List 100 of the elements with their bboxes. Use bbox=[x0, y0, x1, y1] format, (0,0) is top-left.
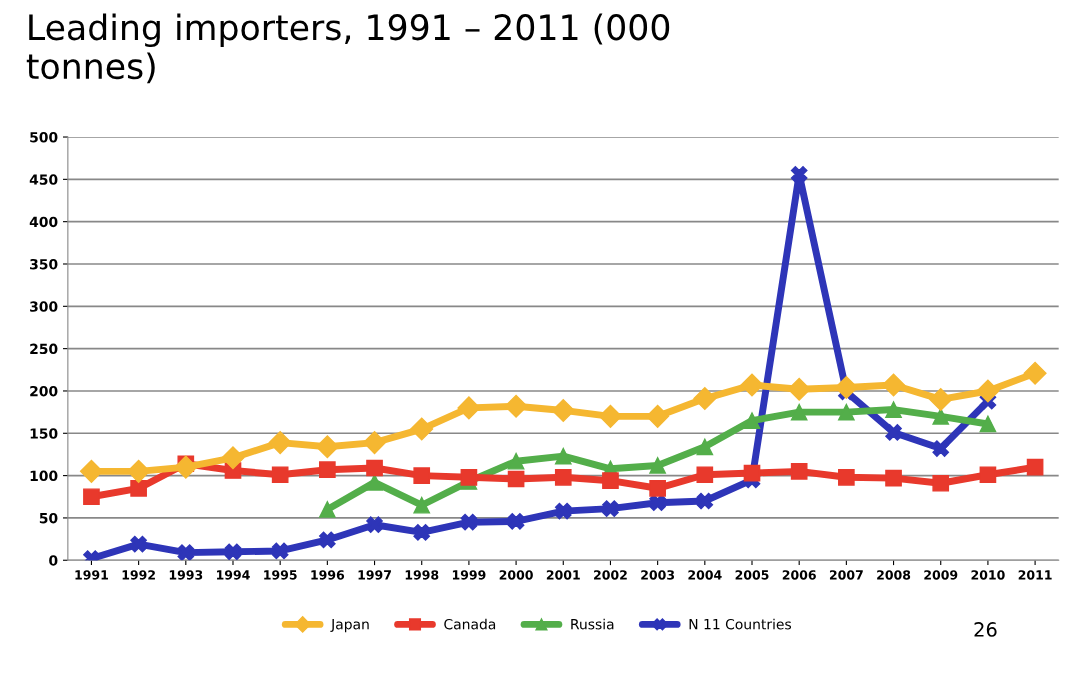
x-tick-label: 1996 bbox=[311, 570, 345, 580]
y-tick-label: 400 bbox=[29, 216, 58, 228]
point bbox=[979, 466, 997, 484]
point bbox=[174, 455, 198, 479]
x-tick-label: 2010 bbox=[971, 570, 1005, 580]
point bbox=[460, 513, 478, 531]
point bbox=[646, 404, 670, 428]
y-tick-label: 250 bbox=[30, 343, 58, 355]
y-tick-label: 150 bbox=[30, 428, 58, 439]
point bbox=[268, 431, 292, 455]
x-tick-label: 1992 bbox=[122, 570, 155, 580]
point bbox=[885, 469, 902, 487]
x-tick-label: 2002 bbox=[594, 570, 627, 580]
x-tick-label: 2005 bbox=[735, 570, 769, 580]
point bbox=[221, 446, 245, 470]
chart-title: Leading importers, 1991 – 2011 (000 tonnes) bbox=[26, 13, 670, 84]
point bbox=[740, 373, 764, 397]
y-tick-label: 300 bbox=[30, 301, 58, 312]
x-tick-label: 2003 bbox=[641, 570, 675, 580]
x-tick-label: 1994 bbox=[217, 570, 250, 580]
x-tick-label: 2007 bbox=[829, 570, 863, 580]
point bbox=[696, 466, 714, 484]
x-tick-label: 1998 bbox=[405, 570, 439, 580]
point bbox=[790, 165, 808, 183]
point bbox=[838, 468, 855, 486]
point bbox=[366, 516, 383, 534]
point bbox=[649, 494, 666, 512]
point bbox=[834, 376, 858, 400]
text: 26 bbox=[974, 622, 997, 637]
point bbox=[319, 461, 336, 479]
point bbox=[271, 466, 289, 484]
x-tick-label: 2004 bbox=[688, 570, 722, 580]
point bbox=[366, 459, 383, 477]
legend-label: Japan bbox=[330, 619, 369, 633]
x-tick-label: 1991 bbox=[75, 570, 108, 580]
point bbox=[1023, 361, 1047, 385]
point bbox=[693, 387, 717, 411]
y-tick-label: 450 bbox=[29, 174, 58, 185]
point bbox=[602, 472, 619, 490]
point bbox=[130, 479, 147, 497]
y-tick-label: 200 bbox=[30, 385, 58, 397]
y-tick-label: 50 bbox=[39, 512, 58, 524]
point bbox=[363, 431, 387, 455]
point bbox=[127, 459, 151, 483]
point bbox=[366, 474, 383, 491]
point bbox=[460, 468, 478, 486]
point bbox=[507, 452, 525, 470]
legend-label: Canada bbox=[444, 618, 496, 630]
x-tick-label: 2006 bbox=[782, 570, 816, 580]
y-tick-label: 350 bbox=[30, 258, 58, 270]
legend-label: N 11 Countries bbox=[689, 618, 792, 630]
x-tick-label: 1993 bbox=[169, 570, 203, 580]
point bbox=[413, 523, 431, 541]
x-tick-label: 1999 bbox=[452, 570, 486, 580]
point bbox=[507, 470, 525, 488]
point bbox=[743, 464, 761, 482]
x-tick-label: 2000 bbox=[499, 570, 533, 580]
point bbox=[602, 500, 619, 517]
y-tick-label: 100 bbox=[30, 470, 58, 482]
point bbox=[790, 403, 808, 421]
point bbox=[932, 408, 950, 425]
point bbox=[410, 417, 434, 441]
point bbox=[929, 387, 953, 411]
point bbox=[457, 396, 481, 420]
point bbox=[79, 459, 103, 483]
point bbox=[224, 543, 242, 561]
point bbox=[598, 404, 622, 428]
point bbox=[787, 377, 811, 401]
point bbox=[507, 512, 525, 530]
point bbox=[743, 412, 761, 429]
point bbox=[271, 542, 289, 560]
point bbox=[932, 474, 950, 492]
legend-label: Russia bbox=[571, 618, 614, 630]
point bbox=[83, 488, 100, 506]
point bbox=[554, 502, 572, 520]
point bbox=[1026, 458, 1044, 476]
point bbox=[315, 435, 339, 459]
x-tick-label: 1997 bbox=[358, 570, 391, 580]
point bbox=[838, 403, 855, 421]
point bbox=[319, 501, 336, 518]
x-tick-label: 2011 bbox=[1018, 570, 1052, 580]
x-tick-label: 2008 bbox=[877, 570, 911, 580]
point bbox=[504, 394, 528, 418]
point bbox=[649, 479, 666, 497]
point bbox=[885, 424, 902, 441]
point bbox=[882, 373, 906, 397]
point bbox=[979, 415, 997, 433]
y-tick-label: 500 bbox=[30, 131, 58, 143]
point bbox=[696, 438, 714, 456]
y-tick-label: 0 bbox=[49, 555, 58, 566]
point bbox=[932, 440, 950, 457]
x-tick-label: 1995 bbox=[264, 570, 297, 580]
x-tick-label: 2001 bbox=[546, 570, 580, 580]
point bbox=[413, 467, 431, 484]
point bbox=[976, 379, 1000, 403]
point bbox=[413, 496, 431, 514]
x-tick-label: 2009 bbox=[924, 570, 958, 580]
point bbox=[649, 457, 666, 474]
point bbox=[551, 398, 575, 422]
point bbox=[554, 447, 572, 465]
